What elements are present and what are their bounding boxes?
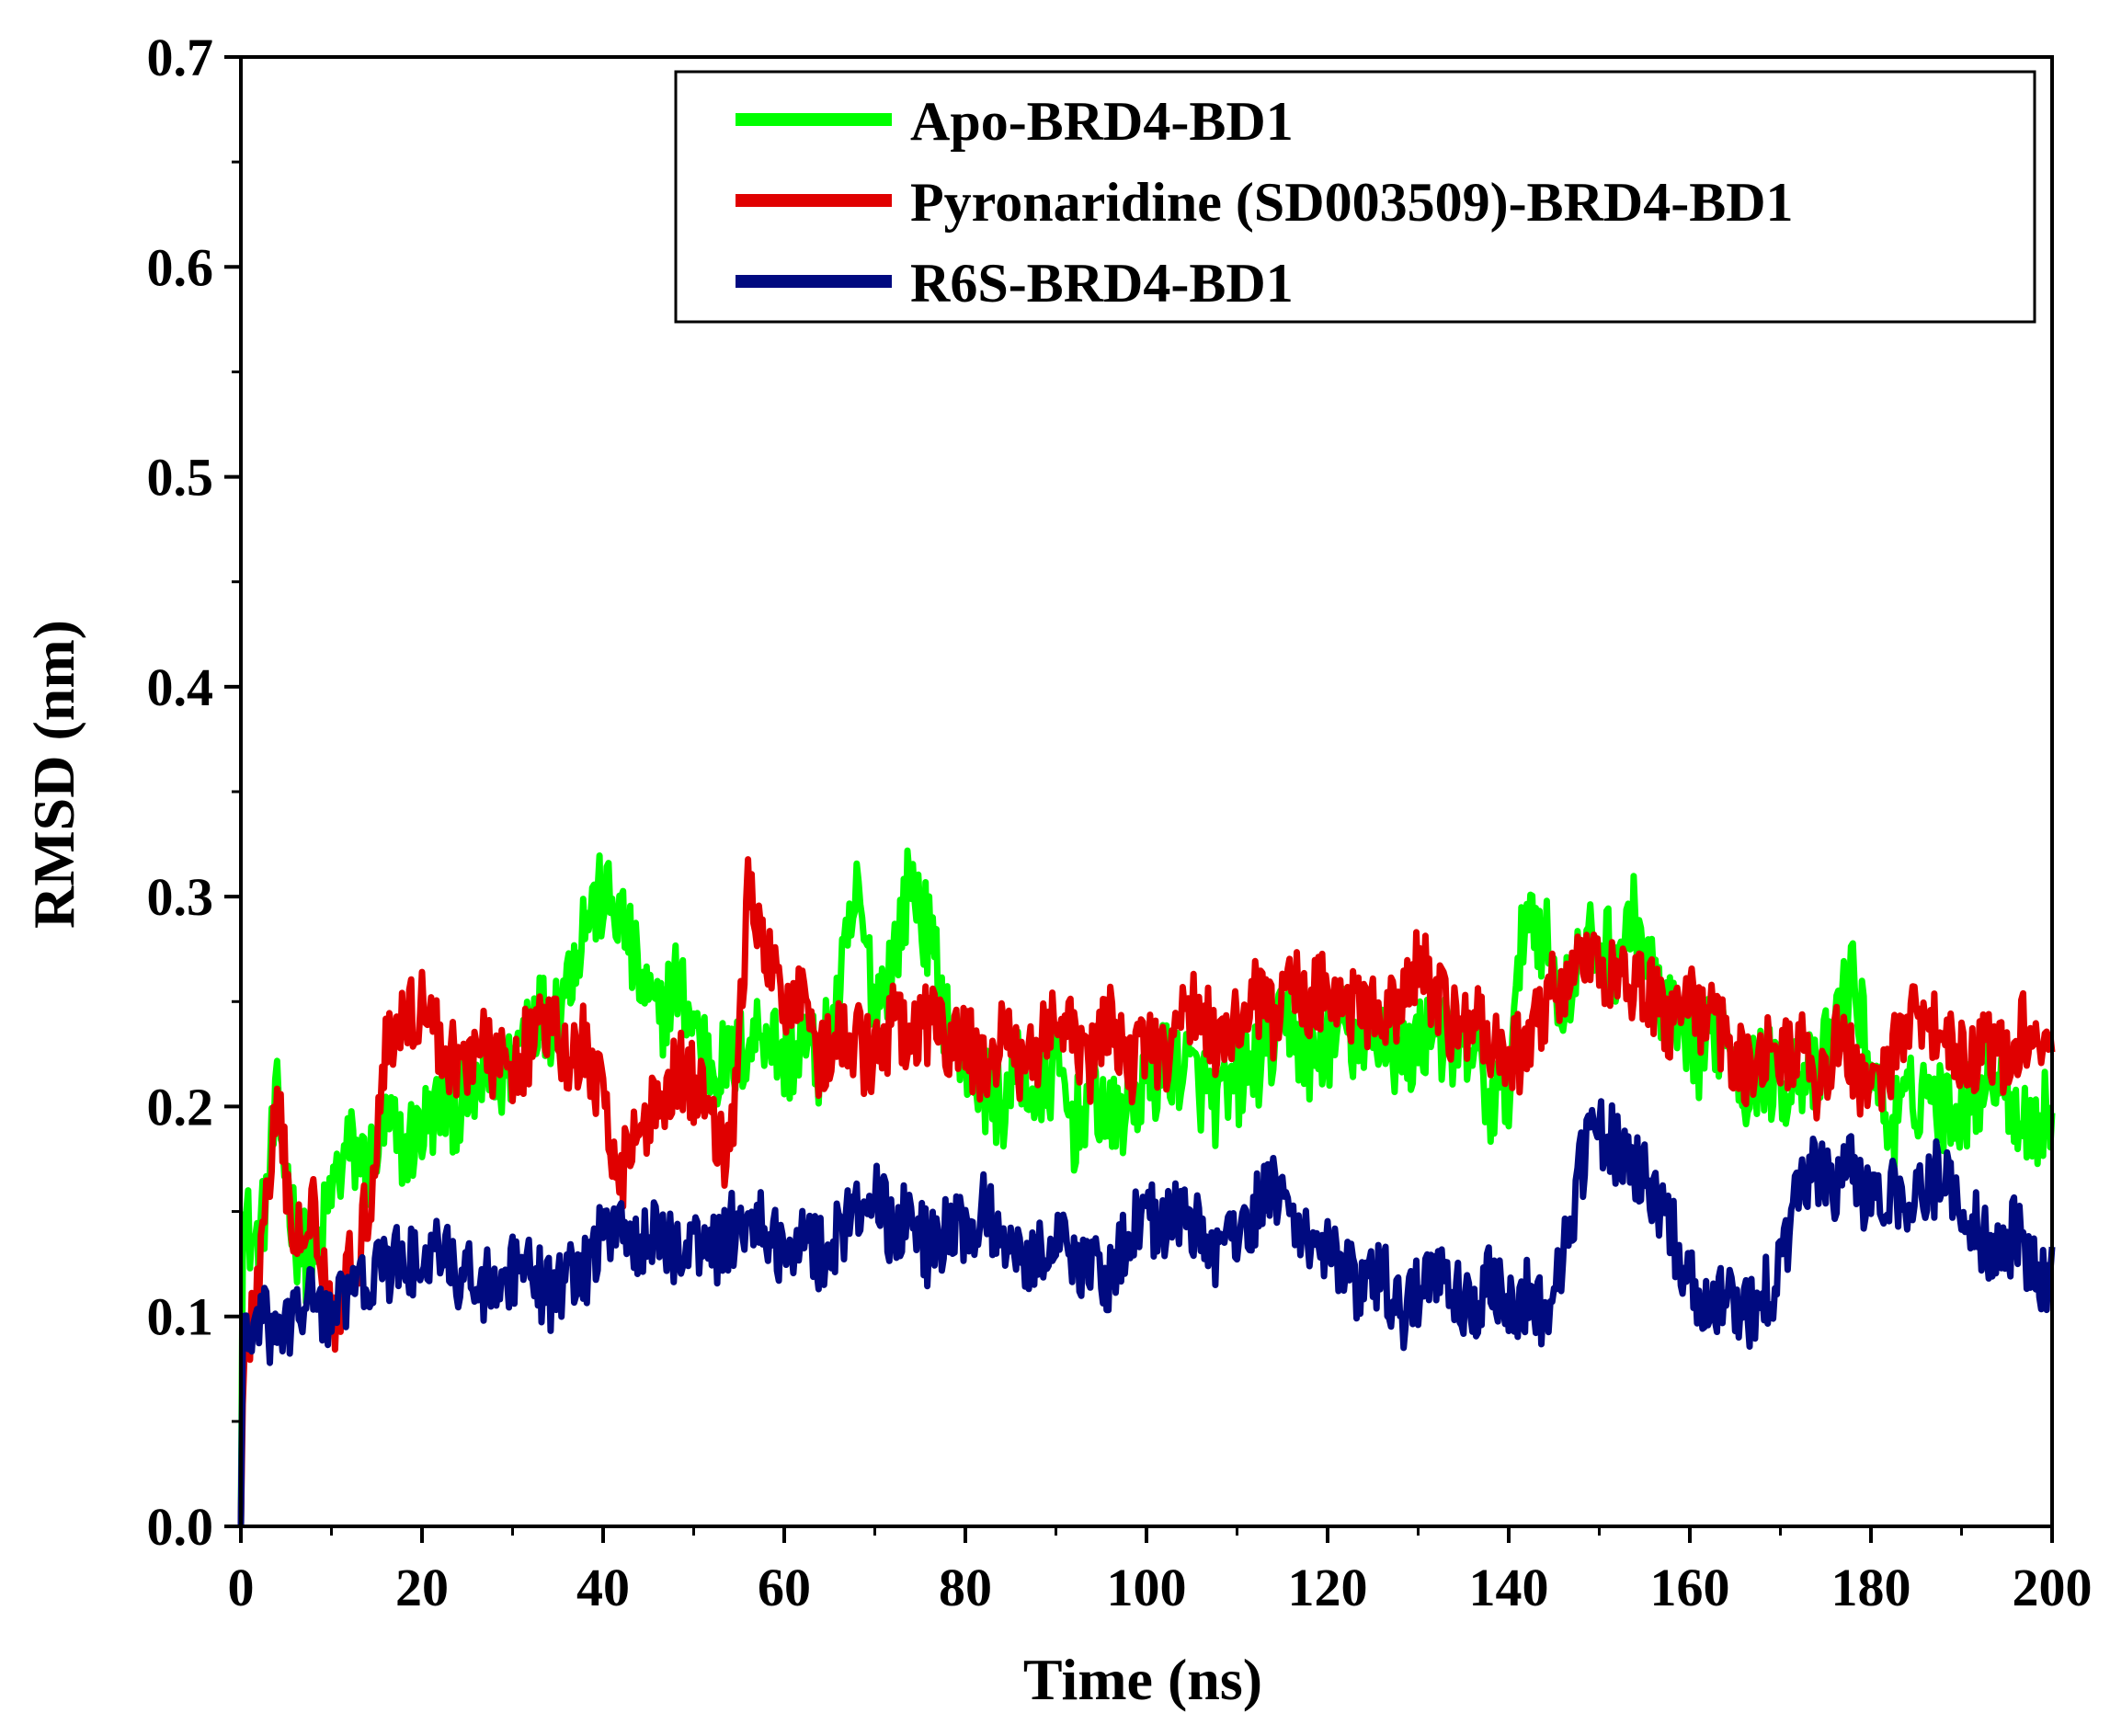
x-tick-label: 180 — [1831, 1558, 1911, 1617]
legend-label: R6S-BRD4-BD1 — [910, 253, 1294, 314]
y-axis-title: RMSD (nm) — [21, 620, 86, 929]
legend-box — [674, 70, 2036, 324]
y-tick-label: 0.6 — [147, 237, 214, 297]
series-layer — [237, 847, 2056, 1527]
x-tick-label: 160 — [1650, 1558, 1730, 1617]
y-tick-label: 0.1 — [147, 1287, 214, 1347]
x-tick-label: 20 — [395, 1558, 449, 1617]
series-line-2 — [237, 856, 2056, 1527]
y-tick-label: 0.4 — [147, 657, 214, 717]
series-line-1 — [237, 847, 2056, 1527]
y-tick-label: 0.3 — [147, 867, 214, 927]
x-tick-label: 80 — [939, 1558, 992, 1617]
y-tick-label: 0.2 — [147, 1077, 214, 1136]
legend-label: Apo-BRD4-BD1 — [910, 91, 1294, 152]
axes-layer: 0 20 40 60 80 100 120 140 160 180 200 0.0 0.1 0.2 0.3 0… — [147, 28, 2093, 1617]
series-line-3 — [237, 1098, 2056, 1527]
y-tick-label: 0.0 — [147, 1497, 214, 1557]
legend: Apo-BRD4-BD1 Pyronaridine (SD003509)-BRD4… — [674, 70, 2036, 324]
x-tick-label: 0 — [228, 1558, 255, 1617]
x-axis-title: Time (ns) — [1023, 1647, 1262, 1712]
y-tick-label: 0.5 — [147, 448, 214, 508]
x-tick-label: 100 — [1107, 1558, 1187, 1617]
legend-label: Pyronaridine (SD003509)-BRD4-BD1 — [910, 172, 1794, 233]
x-tick-label: 200 — [2013, 1558, 2093, 1617]
x-tick-label: 140 — [1469, 1558, 1549, 1617]
x-tick-label: 120 — [1288, 1558, 1368, 1617]
x-tick-label: 40 — [576, 1558, 630, 1617]
y-tick-label: 0.7 — [147, 28, 214, 87]
x-tick-label: 60 — [758, 1558, 811, 1617]
